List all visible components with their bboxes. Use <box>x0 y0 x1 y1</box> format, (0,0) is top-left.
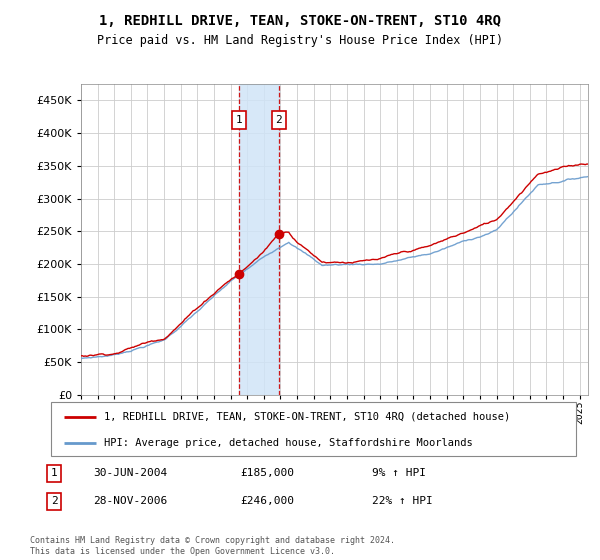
Text: Contains HM Land Registry data © Crown copyright and database right 2024.
This d: Contains HM Land Registry data © Crown c… <box>30 536 395 556</box>
Text: £246,000: £246,000 <box>240 496 294 506</box>
Text: Price paid vs. HM Land Registry's House Price Index (HPI): Price paid vs. HM Land Registry's House … <box>97 34 503 46</box>
FancyBboxPatch shape <box>51 402 576 456</box>
Text: 2: 2 <box>275 115 282 125</box>
Bar <box>239 84 279 395</box>
Text: 2: 2 <box>50 496 58 506</box>
Text: 22% ↑ HPI: 22% ↑ HPI <box>372 496 433 506</box>
Text: 9% ↑ HPI: 9% ↑ HPI <box>372 468 426 478</box>
Text: 1, REDHILL DRIVE, TEAN, STOKE-ON-TRENT, ST10 4RQ (detached house): 1, REDHILL DRIVE, TEAN, STOKE-ON-TRENT, … <box>104 412 510 422</box>
Text: 1, REDHILL DRIVE, TEAN, STOKE-ON-TRENT, ST10 4RQ: 1, REDHILL DRIVE, TEAN, STOKE-ON-TRENT, … <box>99 14 501 28</box>
Text: 1: 1 <box>50 468 58 478</box>
Text: HPI: Average price, detached house, Staffordshire Moorlands: HPI: Average price, detached house, Staf… <box>104 438 472 447</box>
Text: 28-NOV-2006: 28-NOV-2006 <box>93 496 167 506</box>
Text: 30-JUN-2004: 30-JUN-2004 <box>93 468 167 478</box>
Text: £185,000: £185,000 <box>240 468 294 478</box>
Text: 1: 1 <box>236 115 242 125</box>
